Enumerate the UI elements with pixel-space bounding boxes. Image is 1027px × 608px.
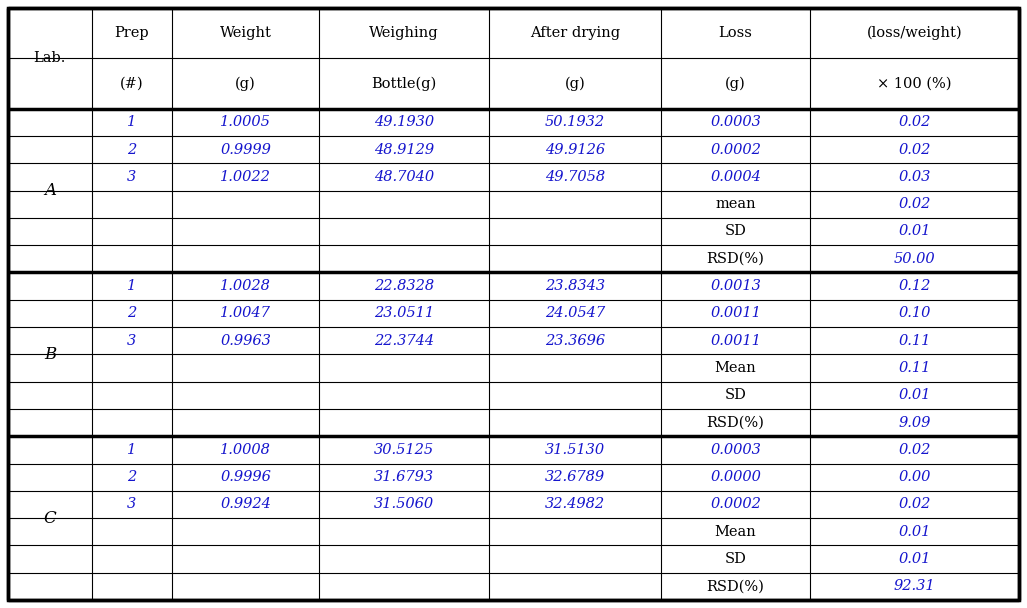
Text: (g): (g) [725,76,746,91]
Text: SD: SD [725,552,747,566]
Text: Mean: Mean [715,525,757,539]
Text: 0.02: 0.02 [899,116,930,130]
Text: After drying: After drying [530,26,620,40]
Text: 1.0005: 1.0005 [220,116,271,130]
Text: 0.02: 0.02 [899,143,930,157]
Text: (g): (g) [235,76,256,91]
Text: 23.8343: 23.8343 [545,279,605,293]
Text: 1: 1 [127,116,137,130]
Text: Bottle(g): Bottle(g) [372,76,436,91]
Text: 32.6789: 32.6789 [545,470,605,484]
Text: Prep: Prep [115,26,149,40]
Text: 0.0002: 0.0002 [710,497,761,511]
Text: 0.0011: 0.0011 [710,334,761,348]
Text: Loss: Loss [719,26,753,40]
Text: × 100 (%): × 100 (%) [877,77,952,91]
Text: 0.9924: 0.9924 [220,497,271,511]
Text: 48.7040: 48.7040 [374,170,434,184]
Text: 31.5130: 31.5130 [545,443,605,457]
Text: 2: 2 [127,470,137,484]
Text: C: C [43,510,56,527]
Text: 1.0028: 1.0028 [220,279,271,293]
Text: 0.01: 0.01 [899,525,930,539]
Text: 32.4982: 32.4982 [545,497,605,511]
Text: 1: 1 [127,443,137,457]
Text: 24.0547: 24.0547 [545,306,605,320]
Text: RSD(%): RSD(%) [707,252,764,266]
Text: 0.11: 0.11 [899,334,930,348]
Text: 49.9126: 49.9126 [545,143,605,157]
Text: 50.00: 50.00 [893,252,936,266]
Text: RSD(%): RSD(%) [707,579,764,593]
Text: 0.0011: 0.0011 [710,306,761,320]
Text: 0.9963: 0.9963 [220,334,271,348]
Text: (#): (#) [120,77,144,91]
Text: 49.7058: 49.7058 [545,170,605,184]
Text: 0.01: 0.01 [899,224,930,238]
Text: 1: 1 [127,279,137,293]
Text: 22.8328: 22.8328 [374,279,434,293]
Text: 0.0013: 0.0013 [710,279,761,293]
Text: 30.5125: 30.5125 [374,443,434,457]
Text: 0.02: 0.02 [899,443,930,457]
Text: 0.01: 0.01 [899,552,930,566]
Text: 0.0003: 0.0003 [710,443,761,457]
Text: 3: 3 [127,170,137,184]
Text: 0.9996: 0.9996 [220,470,271,484]
Text: A: A [44,182,55,199]
Text: 0.02: 0.02 [899,497,930,511]
Text: 9.09: 9.09 [899,415,930,430]
Text: 22.3744: 22.3744 [374,334,434,348]
Text: 50.1932: 50.1932 [545,116,605,130]
Text: 92.31: 92.31 [893,579,936,593]
Text: SD: SD [725,389,747,402]
Text: Lab.: Lab. [34,51,66,65]
Text: mean: mean [715,197,756,211]
Text: 0.0002: 0.0002 [710,143,761,157]
Text: 3: 3 [127,334,137,348]
Text: 1.0047: 1.0047 [220,306,271,320]
Text: 31.5060: 31.5060 [374,497,434,511]
Text: 49.1930: 49.1930 [374,116,434,130]
Text: 1.0008: 1.0008 [220,443,271,457]
Text: 0.0003: 0.0003 [710,116,761,130]
Text: (loss/weight): (loss/weight) [867,26,962,40]
Text: 31.6793: 31.6793 [374,470,434,484]
Text: Weight: Weight [220,26,271,40]
Text: Weighing: Weighing [369,26,439,40]
Text: 2: 2 [127,306,137,320]
Text: 2: 2 [127,143,137,157]
Text: 1.0022: 1.0022 [220,170,271,184]
Text: 0.10: 0.10 [899,306,930,320]
Text: 48.9129: 48.9129 [374,143,434,157]
Text: 0.11: 0.11 [899,361,930,375]
Text: (g): (g) [565,76,585,91]
Text: 3: 3 [127,497,137,511]
Text: 0.0000: 0.0000 [710,470,761,484]
Text: 0.02: 0.02 [899,197,930,211]
Text: 0.12: 0.12 [899,279,930,293]
Text: 0.00: 0.00 [899,470,930,484]
Text: 0.03: 0.03 [899,170,930,184]
Text: 0.01: 0.01 [899,389,930,402]
Text: SD: SD [725,224,747,238]
Text: RSD(%): RSD(%) [707,415,764,430]
Text: 23.0511: 23.0511 [374,306,434,320]
Text: Mean: Mean [715,361,757,375]
Text: 23.3696: 23.3696 [545,334,605,348]
Text: 0.0004: 0.0004 [710,170,761,184]
Text: B: B [44,346,56,363]
Text: 0.9999: 0.9999 [220,143,271,157]
